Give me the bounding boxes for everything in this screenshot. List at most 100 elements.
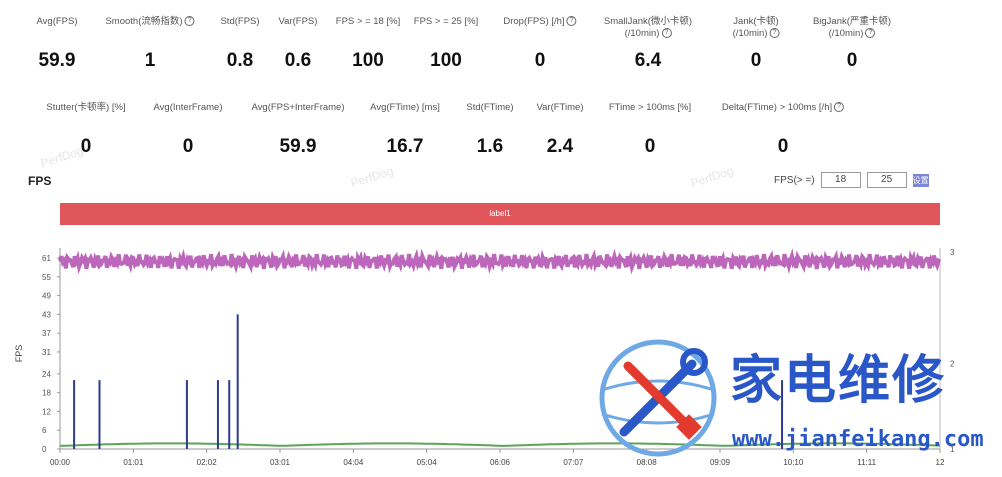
wrench-screwdriver-icon (599, 339, 717, 457)
x-tick-label: 05:04 (417, 458, 438, 467)
x-tick-label: 11:11 (857, 458, 876, 467)
stat-1: Avg(FPS) 59.9 (36, 16, 77, 72)
stat-value: 100 (352, 50, 384, 71)
stat-value: 1 (144, 50, 156, 71)
stat-value: 1.6 (476, 136, 504, 157)
stat-value: 59.9 (38, 50, 76, 71)
x-tick-label: 03:01 (270, 458, 291, 467)
stat-value: 0 (644, 136, 656, 157)
stat-value: 6.4 (634, 50, 662, 71)
stat-7: FTime > 100ms [%] 0 (609, 102, 691, 158)
brand-title: 家电维修 (730, 351, 947, 411)
stat-value: 16.7 (386, 136, 424, 157)
y-tick-label: 37 (42, 329, 51, 338)
y-tick-label: 24 (42, 370, 51, 379)
y-tick-label: 49 (42, 292, 51, 301)
stat-label: Var(FPS) (278, 16, 318, 27)
stat-label: Jank(卡顿) (733, 16, 779, 27)
x-tick-label: 12 (936, 458, 945, 467)
stat-4: Avg(FTime) [ms] 16.7 (370, 102, 440, 158)
x-tick-label: 04:04 (343, 458, 364, 467)
brand-url: www.jianfeikang.com (732, 427, 984, 452)
stat-value: 0 (777, 136, 789, 157)
stat-label-2: (/10min)? (813, 28, 891, 40)
fps-threshold-input-2[interactable]: 25 (866, 172, 907, 188)
y-tick-label: 0 (42, 445, 47, 454)
watermark: PerfDog (688, 163, 736, 191)
stat-6: Var(FTime) 2.4 (537, 102, 584, 158)
fps-series-line (58, 248, 942, 275)
y-tick-label: 61 (42, 254, 51, 263)
stat-value: 0 (80, 136, 92, 157)
y-axis-label: FPS (14, 345, 24, 363)
stat-9: Jank(卡顿) (/10min)? 0 (733, 16, 780, 72)
fps-section-title: FPS (28, 174, 52, 188)
stat-value: 59.9 (279, 136, 317, 157)
stat-value: 0 (182, 136, 194, 157)
stat-value: 0 (534, 50, 546, 71)
stat-label: Drop(FPS) [/h]? (503, 16, 577, 28)
y-tick-label: 43 (42, 310, 51, 319)
y2-tick-label: 2 (950, 360, 955, 369)
stat-3: Avg(FPS+InterFrame) 59.9 (251, 102, 344, 158)
stat-label: Stutter(卡顿率) [%] (46, 102, 126, 113)
stat-label: Avg(InterFrame) (153, 102, 223, 113)
stat-3: Std(FPS) 0.8 (220, 16, 259, 72)
x-tick-label: 10:10 (783, 458, 804, 467)
watermark: PerfDog (348, 163, 396, 191)
stat-8: Delta(FTime) > 100ms [/h]? 0 (722, 102, 845, 158)
stat-6: FPS > = 25 [%] 100 (414, 16, 478, 72)
stat-value: 0.6 (284, 50, 312, 71)
info-icon[interactable]: ? (769, 28, 780, 39)
settings-button[interactable]: 设置 (912, 173, 929, 187)
stat-value: 100 (430, 50, 462, 71)
stat-value: 2.4 (546, 136, 574, 157)
stat-label: Var(FTime) (536, 102, 584, 113)
x-tick-label: 00:00 (50, 458, 71, 467)
brand-logo: 家电维修 www.jianfeikang.com (594, 332, 1002, 472)
stat-label: Std(FPS) (220, 16, 260, 27)
stat-8: SmallJank(微小卡顿) (/10min)? 6.4 (604, 16, 692, 72)
x-tick-label: 07:07 (563, 458, 584, 467)
info-icon[interactable]: ? (184, 16, 195, 27)
stat-10: BigJank(严重卡顿) (/10min)? 0 (813, 16, 891, 72)
stat-5: Std(FTime) 1.6 (466, 102, 513, 158)
info-icon[interactable]: ? (661, 28, 672, 39)
stat-label: FTime > 100ms [%] (608, 102, 692, 113)
stat-label-2: (/10min)? (733, 28, 780, 40)
info-icon[interactable]: ? (566, 16, 577, 27)
stat-7: Drop(FPS) [/h]? 0 (503, 16, 577, 72)
stat-1: Stutter(卡顿率) [%] 0 (46, 102, 125, 158)
stat-value: 0 (750, 50, 762, 71)
y2-tick-label: 3 (950, 248, 955, 257)
stat-5: FPS > = 18 [%] 100 (336, 16, 400, 72)
stat-label: Std(FTime) (466, 102, 514, 113)
fps-threshold-controls: FPS(> =) 18 25 设置 (774, 172, 929, 188)
stat-label: Delta(FTime) > 100ms [/h]? (722, 102, 845, 114)
info-icon[interactable]: ? (834, 102, 845, 113)
stat-label: Avg(FPS) (36, 16, 78, 27)
stat-label: SmallJank(微小卡顿) (603, 16, 693, 27)
label-bar[interactable]: label1 (60, 203, 940, 225)
x-tick-label: 06:06 (490, 458, 511, 467)
x-tick-label: 09:09 (710, 458, 731, 467)
stat-2: Smooth(流畅指数)? 1 (105, 16, 195, 72)
y-tick-label: 18 (42, 389, 51, 398)
stat-value: 0.8 (226, 50, 254, 71)
stat-label: FPS > = 25 [%] (413, 16, 479, 27)
y2-tick-label: 1 (950, 445, 955, 454)
y-tick-label: 31 (42, 348, 51, 357)
y-tick-label: 55 (42, 273, 51, 282)
stat-label: Avg(FPS+InterFrame) (251, 102, 345, 113)
stat-4: Var(FPS) 0.6 (279, 16, 318, 72)
fps-threshold-input-1[interactable]: 18 (820, 172, 861, 188)
jank-series-line (59, 442, 941, 447)
info-icon[interactable]: ? (865, 28, 876, 39)
y-tick-label: 12 (42, 407, 51, 416)
x-tick-label: 08:08 (637, 458, 658, 467)
x-tick-label: 01:01 (123, 458, 144, 467)
stat-label: FPS > = 18 [%] (335, 16, 401, 27)
stat-label: Smooth(流畅指数)? (105, 16, 195, 28)
y-tick-label: 6 (42, 426, 47, 435)
